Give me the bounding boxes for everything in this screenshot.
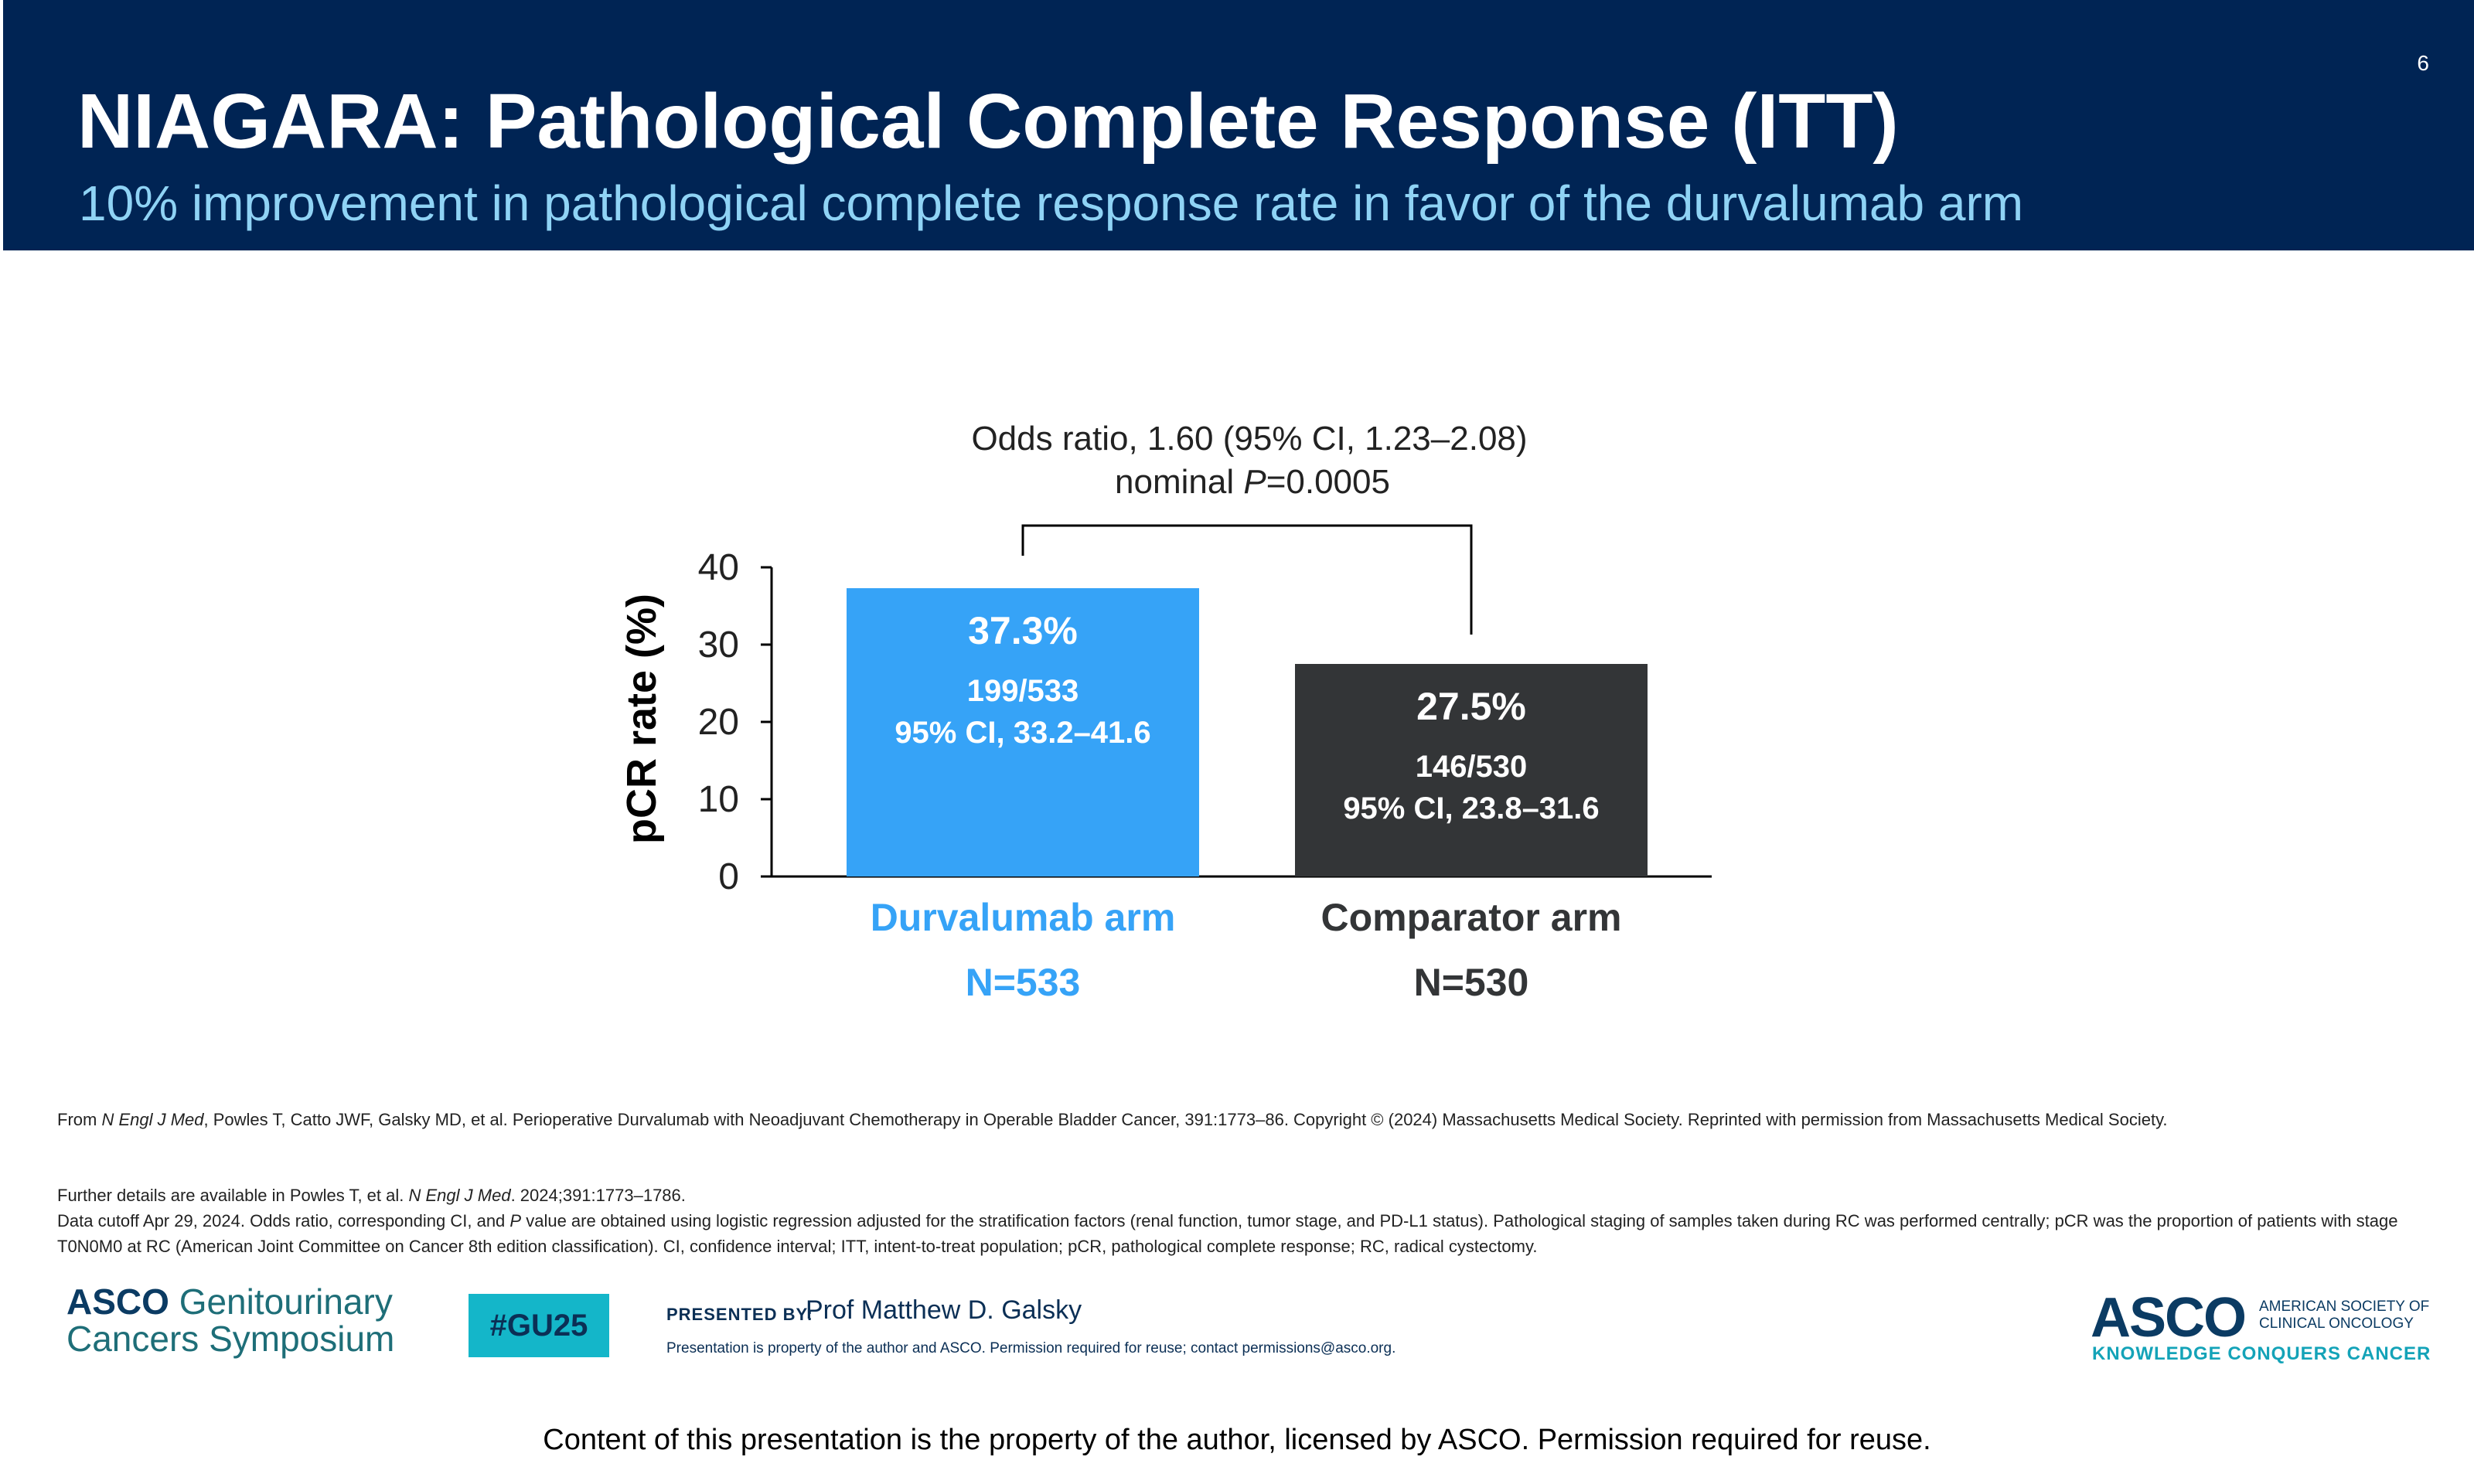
presented-by-label: PRESENTED BY: — [666, 1305, 813, 1324]
footnote-2: Data cutoff Apr 29, 2024. Odds ratio, co… — [57, 1211, 2398, 1256]
category-label: Comparator arm — [1321, 896, 1622, 939]
bar-value-label: 27.5% — [1416, 685, 1526, 728]
slide-subtitle: 10% improvement in pathological complete… — [79, 175, 2024, 231]
asco-society-name: AMERICAN SOCIETY OF CLINICAL ONCOLOGY — [2259, 1298, 2430, 1332]
bar-count-label: 199/533 — [967, 674, 1079, 708]
y-tick-label: 40 — [698, 547, 739, 588]
comparison-bracket — [1021, 524, 1473, 635]
slide-number: 6 — [2417, 51, 2429, 75]
asco-logo: ASCO — [2091, 1287, 2247, 1349]
plot-area: 0 10 20 30 40 37.3% 199/533 95% CI, 33.2–41.6 Du… — [698, 524, 1712, 1004]
asco-tagline: KNOWLEDGE CONQUERS CANCER — [2092, 1343, 2431, 1364]
slide-title: NIAGARA: Pathological Complete Response … — [77, 78, 1899, 165]
category-label: Durvalumab arm — [871, 896, 1176, 939]
comparison-line-1: Odds ratio, 1.60 (95% CI, 1.23–2.08) — [971, 420, 1527, 458]
bar-ci-label: 95% CI, 23.8–31.6 — [1343, 791, 1599, 825]
gu-symposium-logo: ASCO Genitourinary Cancers Symposium — [66, 1281, 395, 1359]
comparison-line-2: nominal P=0.0005 — [1115, 463, 1390, 501]
bar-value-label: 37.3% — [968, 609, 1078, 652]
bar-2 — [1295, 664, 1648, 876]
category-n-label: N=530 — [1414, 961, 1529, 1004]
source-citation: From N Engl J Med, Powles T, Catto JWF, … — [57, 1110, 2168, 1129]
y-tick-label: 30 — [698, 625, 739, 665]
hashtag-badge: #GU25 — [469, 1294, 609, 1357]
bar-ci-label: 95% CI, 33.2–41.6 — [895, 716, 1150, 750]
slide-header: 6 NIAGARA: Pathological Complete Respons… — [3, 0, 2474, 250]
presenter-name: Prof Matthew D. Galsky — [806, 1295, 1082, 1325]
property-notice: Presentation is property of the author a… — [666, 1340, 1396, 1356]
footnote-1: Further details are available in Powles … — [57, 1186, 686, 1205]
bar-count-label: 146/530 — [1416, 750, 1528, 784]
y-tick-label: 0 — [718, 856, 739, 897]
footer-notice: Content of this presentation is the prop… — [543, 1424, 1931, 1456]
category-n-label: N=533 — [966, 961, 1081, 1004]
y-axis-label: pCR rate (%) — [618, 594, 665, 844]
y-tick-label: 10 — [698, 779, 739, 820]
bar-1 — [847, 588, 1199, 876]
y-tick-label: 20 — [698, 702, 739, 743]
